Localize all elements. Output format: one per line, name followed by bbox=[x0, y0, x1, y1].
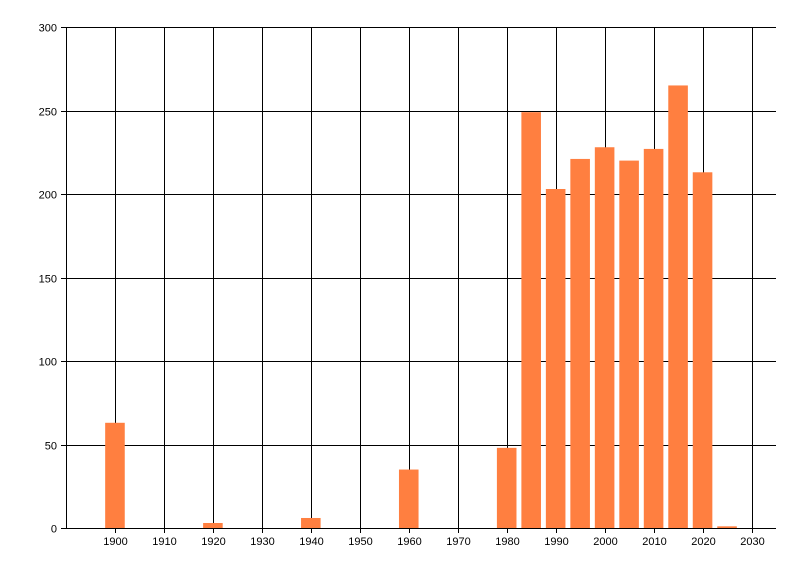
bar bbox=[105, 422, 125, 528]
x-tick-label: 1940 bbox=[299, 536, 323, 548]
bar bbox=[398, 469, 419, 528]
bar bbox=[717, 526, 737, 528]
x-tick-label: 2010 bbox=[642, 536, 666, 548]
x-tick-label: 2030 bbox=[740, 536, 764, 548]
y-tick-label: 100 bbox=[39, 357, 57, 369]
bar bbox=[692, 172, 713, 529]
y-tick-label: 200 bbox=[39, 190, 57, 202]
y-tick-label: 300 bbox=[39, 23, 57, 35]
axes bbox=[66, 27, 776, 529]
x-tick-label: 2000 bbox=[593, 536, 617, 548]
x-tick-label: 1910 bbox=[152, 536, 176, 548]
x-tick-label: 1980 bbox=[495, 536, 519, 548]
bar bbox=[496, 447, 517, 528]
bar bbox=[594, 147, 615, 529]
x-tick-label: 2020 bbox=[691, 536, 715, 548]
bar bbox=[521, 112, 541, 529]
y-tick-label: 50 bbox=[45, 441, 57, 453]
x-tick-label: 1920 bbox=[201, 536, 225, 548]
bar bbox=[203, 522, 223, 528]
bar bbox=[668, 85, 688, 528]
x-tick-label: 1990 bbox=[544, 536, 568, 548]
y-tick-label: 0 bbox=[51, 524, 57, 536]
y-tick-label: 150 bbox=[39, 274, 57, 286]
x-tick-label: 1970 bbox=[446, 536, 470, 548]
x-tick-label: 1930 bbox=[250, 536, 274, 548]
y-tick-label: 250 bbox=[39, 107, 57, 119]
bars bbox=[105, 85, 737, 529]
bar bbox=[570, 158, 590, 528]
tick-labels: 0 50 100 150 200 250 300 1900 1910 1920 1930 1940 19… bbox=[39, 23, 765, 549]
x-tick-label: 1960 bbox=[397, 536, 421, 548]
bar bbox=[301, 517, 321, 528]
x-tick-label: 1950 bbox=[348, 536, 372, 548]
bar bbox=[643, 148, 664, 528]
bar bbox=[545, 188, 566, 529]
bar bbox=[619, 160, 639, 528]
x-tick-label: 1900 bbox=[103, 536, 127, 548]
